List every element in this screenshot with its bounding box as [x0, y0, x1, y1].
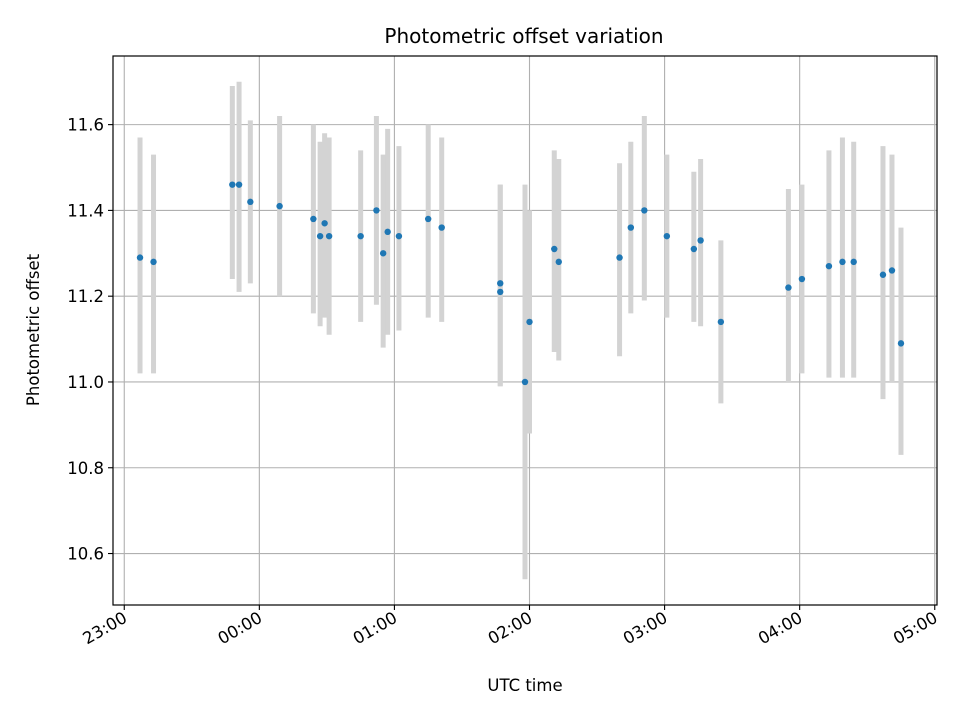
y-tick-label: 10.8 [67, 459, 104, 478]
x-tick-label: 23:00 [80, 608, 131, 648]
data-point [229, 181, 236, 188]
data-points [136, 181, 905, 386]
data-point [526, 318, 533, 326]
data-point [897, 340, 905, 347]
data-point [825, 262, 833, 270]
x-tick-label: 03:00 [620, 608, 671, 648]
data-point [839, 258, 846, 266]
data-point [310, 215, 317, 223]
data-point [379, 250, 387, 257]
data-point [798, 275, 806, 283]
data-point [690, 245, 698, 253]
y-axis-label: Photometric offset [24, 253, 43, 406]
y-tick-label: 10.6 [67, 545, 104, 564]
data-point [497, 280, 504, 287]
plot-frame [112, 55, 938, 606]
data-point [424, 215, 432, 223]
x-tick-label: 05:00 [890, 608, 941, 648]
data-point [316, 232, 324, 240]
x-tick-label: 01:00 [350, 608, 401, 648]
data-point [850, 258, 857, 266]
data-point [247, 198, 254, 206]
y-tick-label: 11.4 [67, 201, 104, 220]
data-point [521, 378, 529, 386]
x-axis-label: UTC time [487, 676, 562, 695]
y-tick-label: 11.6 [67, 116, 104, 135]
y-axis-ticks: 10.6 10.8 11.0 11.2 11.4 11.6 [67, 116, 113, 564]
y-tick-label: 11.2 [67, 287, 104, 306]
data-point [627, 224, 635, 231]
data-point [888, 267, 896, 274]
data-point [276, 202, 283, 210]
data-point [235, 181, 243, 188]
data-point [663, 232, 671, 240]
data-point [395, 232, 403, 240]
data-point [150, 258, 157, 266]
data-point [879, 271, 887, 278]
x-tick-label: 04:00 [755, 608, 806, 648]
data-point [384, 228, 391, 236]
chart-title: Photometric offset variation [384, 24, 663, 48]
data-point [551, 245, 558, 253]
error-bars [137, 81, 904, 580]
data-point [321, 220, 328, 227]
data-point [373, 207, 380, 214]
data-point [357, 232, 364, 240]
data-point [136, 254, 144, 261]
data-point [697, 237, 704, 244]
data-point [641, 207, 648, 214]
x-tick-label: 02:00 [485, 608, 536, 648]
data-point [497, 288, 504, 296]
data-point [555, 258, 562, 266]
x-tick-label: 00:00 [215, 608, 266, 648]
data-point [785, 284, 792, 291]
data-point [616, 254, 623, 261]
data-point [438, 224, 445, 231]
y-tick-label: 11.0 [67, 373, 104, 392]
data-point [717, 318, 725, 326]
x-axis-ticks: 23:00 00:00 01:00 02:00 03:00 04:00 05:00 [80, 605, 941, 648]
data-point [325, 232, 333, 240]
